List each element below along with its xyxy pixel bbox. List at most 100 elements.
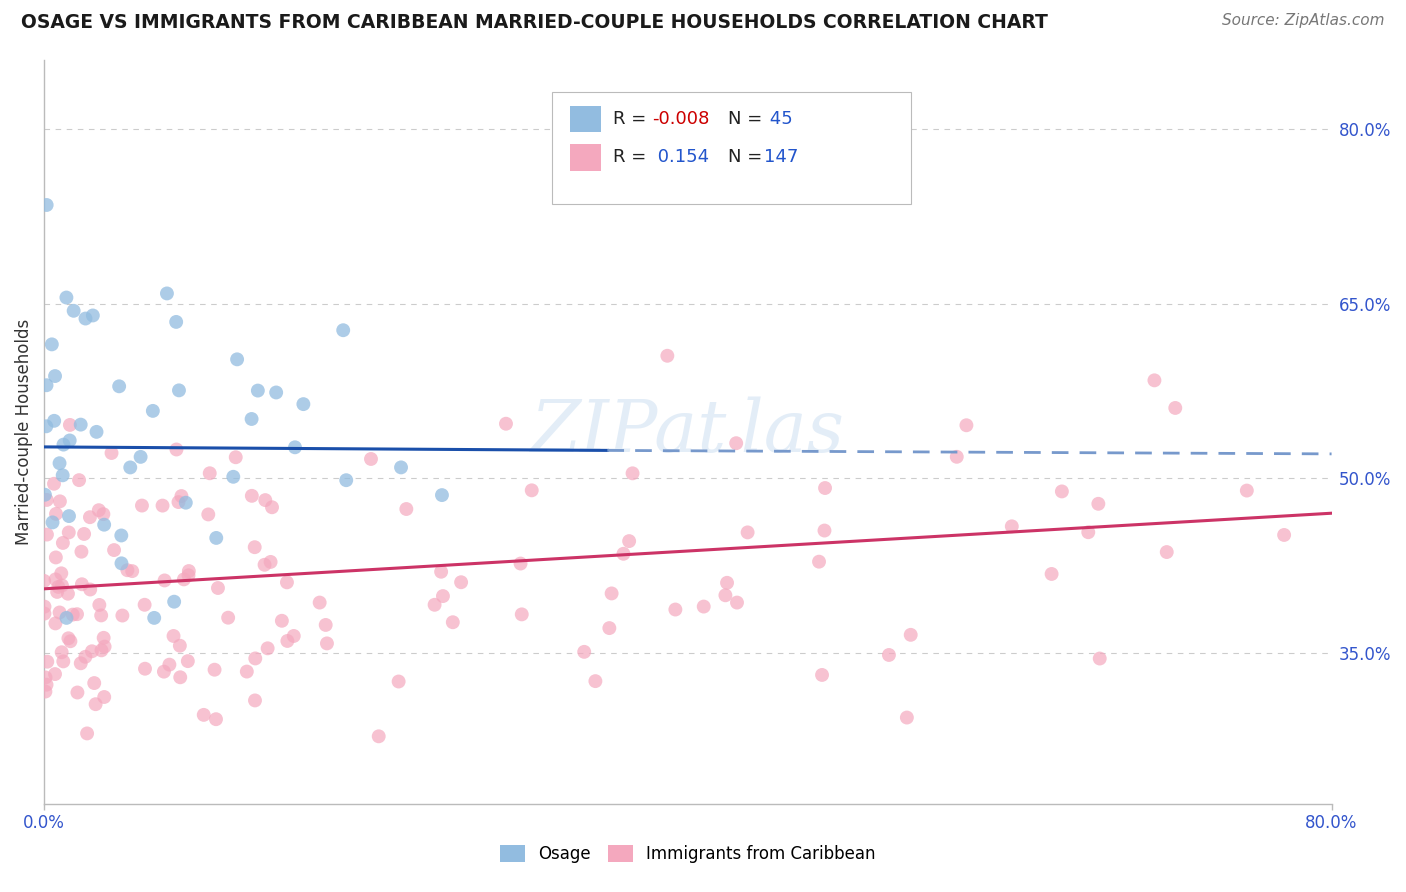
Point bbox=[103, 543, 125, 558]
Point bbox=[75, 649, 97, 664]
Point bbox=[44, 667, 66, 681]
Text: -0.008: -0.008 bbox=[652, 110, 709, 128]
Point bbox=[423, 598, 446, 612]
Legend: Osage, Immigrants from Caribbean: Osage, Immigrants from Caribbean bbox=[494, 838, 882, 870]
Point bbox=[59, 634, 82, 648]
Point bbox=[308, 596, 330, 610]
Point bbox=[193, 707, 215, 722]
Point bbox=[34, 488, 56, 502]
Point bbox=[84, 697, 107, 711]
Point bbox=[197, 508, 219, 522]
Point bbox=[35, 378, 58, 392]
Point bbox=[93, 631, 115, 645]
Point bbox=[243, 693, 266, 707]
Point bbox=[1087, 497, 1109, 511]
Point bbox=[1236, 483, 1258, 498]
Point bbox=[245, 651, 267, 665]
Text: OSAGE VS IMMIGRANTS FROM CARIBBEAN MARRIED-COUPLE HOUSEHOLDS CORRELATION CHART: OSAGE VS IMMIGRANTS FROM CARIBBEAN MARRI… bbox=[21, 13, 1047, 32]
Point bbox=[621, 467, 644, 481]
Point bbox=[714, 588, 737, 602]
Point bbox=[169, 639, 191, 653]
Point bbox=[725, 436, 748, 450]
Point bbox=[813, 524, 835, 538]
Point bbox=[725, 596, 748, 610]
Point bbox=[70, 577, 93, 591]
Point bbox=[79, 582, 101, 597]
Text: 45: 45 bbox=[765, 110, 793, 128]
Point bbox=[66, 685, 89, 699]
Point bbox=[90, 608, 112, 623]
Point bbox=[100, 446, 122, 460]
Point bbox=[163, 595, 186, 609]
Point bbox=[34, 607, 56, 621]
Point bbox=[1001, 519, 1024, 533]
Point bbox=[1143, 373, 1166, 387]
Point bbox=[177, 654, 200, 668]
Point bbox=[240, 489, 263, 503]
Point bbox=[35, 419, 58, 434]
Text: N =: N = bbox=[728, 148, 768, 167]
Text: R =: R = bbox=[613, 110, 651, 128]
Point bbox=[167, 384, 190, 398]
Point bbox=[52, 437, 75, 451]
Point bbox=[44, 414, 66, 428]
Point bbox=[55, 611, 77, 625]
Point bbox=[173, 573, 195, 587]
Point bbox=[152, 499, 174, 513]
Point bbox=[41, 516, 63, 530]
Point bbox=[260, 500, 283, 515]
Point bbox=[51, 578, 73, 592]
Point bbox=[44, 616, 66, 631]
Point bbox=[59, 417, 82, 432]
Point bbox=[174, 496, 197, 510]
Point bbox=[82, 309, 104, 323]
Point bbox=[284, 440, 307, 454]
Text: ZIPat las: ZIPat las bbox=[531, 397, 845, 467]
Point bbox=[236, 665, 259, 679]
Point bbox=[316, 636, 339, 650]
Point bbox=[217, 610, 239, 624]
Point bbox=[49, 494, 72, 508]
Point bbox=[153, 665, 176, 679]
Point bbox=[225, 450, 247, 465]
Point bbox=[335, 473, 357, 487]
Point bbox=[270, 614, 292, 628]
Point bbox=[1050, 484, 1073, 499]
Point bbox=[83, 676, 105, 690]
Point bbox=[45, 550, 67, 565]
Point bbox=[156, 286, 179, 301]
Point bbox=[395, 502, 418, 516]
Point bbox=[73, 527, 96, 541]
Point bbox=[75, 311, 97, 326]
Point bbox=[896, 710, 918, 724]
Point bbox=[90, 643, 112, 657]
Point bbox=[657, 349, 679, 363]
Point bbox=[142, 404, 165, 418]
Point bbox=[52, 536, 75, 550]
Point bbox=[177, 564, 200, 578]
Point bbox=[1272, 528, 1295, 542]
Text: N =: N = bbox=[728, 110, 768, 128]
Point bbox=[93, 690, 115, 704]
Point bbox=[55, 291, 77, 305]
Point bbox=[520, 483, 543, 498]
Point bbox=[35, 678, 58, 692]
Point bbox=[332, 323, 354, 337]
Point bbox=[205, 531, 228, 545]
Point bbox=[121, 564, 143, 578]
Point bbox=[86, 425, 108, 439]
Point bbox=[111, 608, 134, 623]
Point bbox=[276, 634, 298, 648]
Point bbox=[430, 565, 453, 579]
Point bbox=[52, 654, 75, 668]
Point bbox=[69, 417, 91, 432]
Point bbox=[877, 648, 900, 662]
Point bbox=[157, 657, 180, 672]
Point bbox=[44, 573, 66, 587]
Point bbox=[134, 662, 156, 676]
Point bbox=[246, 384, 269, 398]
Point bbox=[110, 528, 132, 542]
Point bbox=[276, 575, 298, 590]
Point bbox=[69, 657, 91, 671]
Point bbox=[131, 499, 153, 513]
